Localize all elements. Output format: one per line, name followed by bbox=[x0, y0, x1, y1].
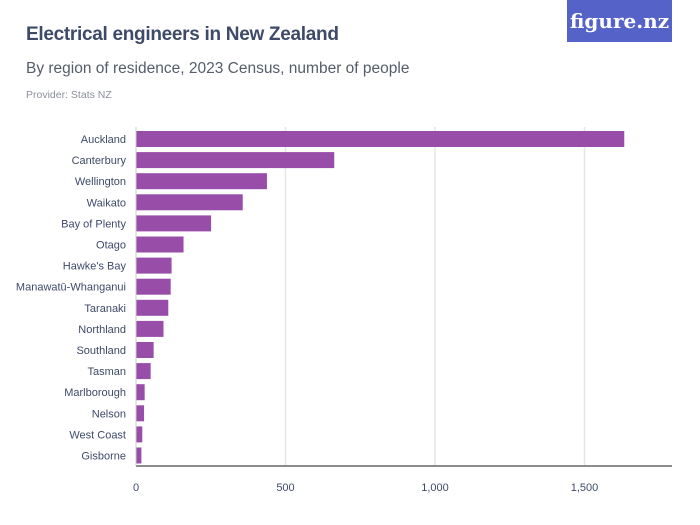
x-tick-label: 500 bbox=[276, 482, 294, 494]
bar bbox=[136, 194, 243, 211]
category-label: Manawatū-Whanganui bbox=[16, 282, 126, 294]
category-label: Marlborough bbox=[64, 387, 126, 399]
bar bbox=[136, 278, 171, 295]
provider-label: Provider: Stats NZ bbox=[26, 89, 112, 101]
bar bbox=[136, 405, 145, 422]
bar bbox=[136, 152, 335, 169]
bar bbox=[136, 299, 169, 316]
x-tick-label: 0 bbox=[133, 482, 139, 494]
figure-nz-logo[interactable]: figure.nz bbox=[567, 0, 672, 42]
bar bbox=[136, 320, 164, 337]
chart-subtitle: By region of residence, 2023 Census, num… bbox=[26, 60, 410, 77]
category-label: Auckland bbox=[81, 134, 126, 146]
bar bbox=[136, 257, 172, 274]
bar bbox=[136, 363, 151, 380]
category-label: Otago bbox=[96, 240, 126, 252]
bar bbox=[136, 447, 142, 464]
category-label: Tasman bbox=[87, 366, 126, 378]
category-label: Northland bbox=[78, 324, 126, 336]
chart-title: Electrical engineers in New Zealand bbox=[26, 24, 339, 45]
bar bbox=[136, 236, 184, 253]
category-label: Waikato bbox=[87, 197, 126, 209]
bar bbox=[136, 342, 154, 358]
bar bbox=[136, 215, 212, 232]
category-label: West Coast bbox=[69, 429, 126, 441]
x-tick-label: 1,500 bbox=[571, 482, 599, 494]
category-label: Wellington bbox=[75, 176, 126, 188]
bar bbox=[136, 173, 267, 190]
bar bbox=[136, 131, 625, 147]
x-tick-label: 1,000 bbox=[421, 482, 449, 494]
category-label: Nelson bbox=[92, 408, 126, 420]
category-label: Taranaki bbox=[84, 303, 126, 315]
category-label: Southland bbox=[76, 345, 126, 357]
category-label: Bay of Plenty bbox=[61, 218, 126, 230]
category-label: Hawke's Bay bbox=[63, 261, 127, 273]
category-label: Gisborne bbox=[81, 451, 126, 463]
category-label: Canterbury bbox=[72, 155, 127, 167]
bar bbox=[136, 426, 143, 443]
bar bbox=[136, 384, 145, 401]
